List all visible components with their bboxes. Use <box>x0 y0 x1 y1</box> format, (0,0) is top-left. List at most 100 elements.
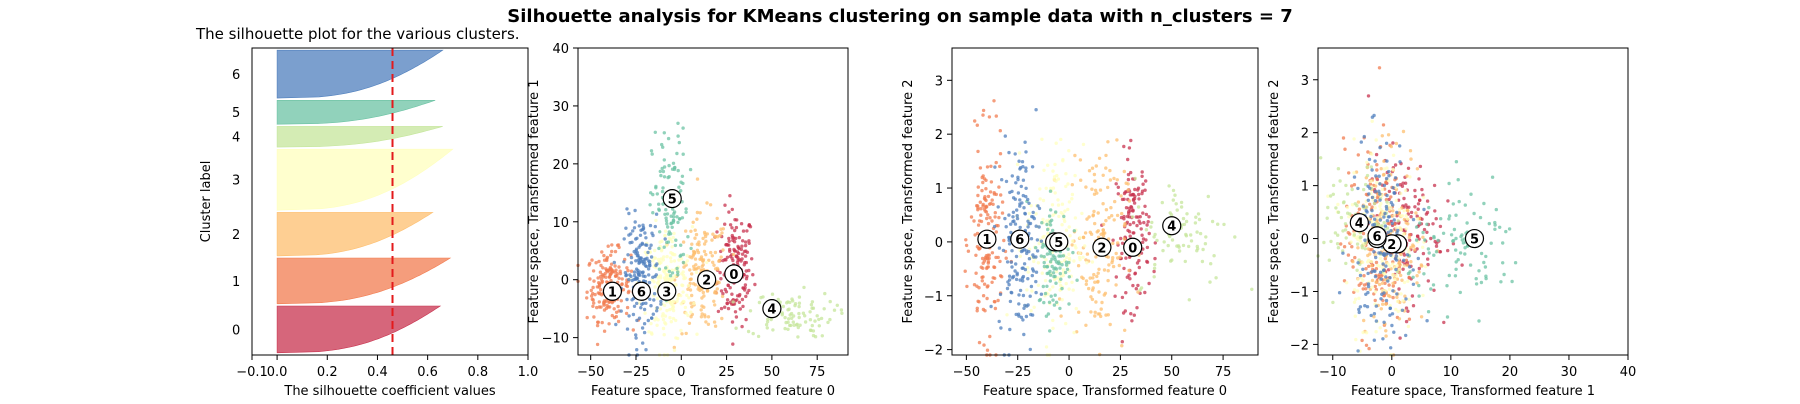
scatter-point <box>731 342 735 346</box>
scatter-point <box>1061 268 1066 272</box>
scatter-point <box>1502 272 1506 277</box>
scatter-point <box>625 266 629 270</box>
scatter-point <box>1108 168 1112 173</box>
scatter-point <box>808 310 812 314</box>
scatter-point <box>796 335 800 339</box>
scatter-point <box>1152 269 1156 274</box>
scatter-point <box>1415 217 1420 221</box>
scatter-point <box>974 271 978 275</box>
scatter-point <box>591 285 595 290</box>
scatter-point <box>1020 201 1024 205</box>
scatter-point <box>1010 291 1014 295</box>
scatter-point <box>1366 184 1370 188</box>
scatter-point <box>1392 218 1396 222</box>
scatter-point <box>659 249 664 253</box>
scatter-point <box>1344 183 1348 188</box>
scatter-point <box>828 317 832 322</box>
scatter-point <box>1030 313 1035 317</box>
scatter-point <box>681 152 685 156</box>
scatter-point <box>728 194 732 198</box>
scatter-point <box>679 243 683 247</box>
silhouette-cluster-label: 0 <box>232 323 240 338</box>
scatter-point <box>693 228 697 232</box>
scatter-point <box>1137 258 1141 263</box>
scatter-point <box>1336 246 1341 250</box>
scatter-point <box>978 166 983 170</box>
scatter-point <box>1050 264 1054 269</box>
scatter-point <box>1368 182 1373 186</box>
scatter-point <box>1043 291 1048 296</box>
scatter-point <box>1025 288 1029 292</box>
scatter-point <box>990 219 994 223</box>
scatter-point <box>744 294 748 299</box>
scatter-point <box>1373 290 1378 294</box>
scatter-point <box>1063 209 1067 213</box>
scatter-point <box>989 304 993 309</box>
scatter-point <box>657 202 661 206</box>
scatter-point <box>1092 192 1097 196</box>
scatter-point <box>1053 162 1057 167</box>
scatter-point <box>1404 333 1408 338</box>
scatter-point <box>1066 207 1070 212</box>
scatter-point <box>680 174 685 178</box>
scatter-point <box>1376 222 1380 227</box>
scatter-point <box>1393 257 1398 261</box>
scatter-point <box>1388 303 1392 308</box>
scatter-point <box>975 284 979 288</box>
scatter-point <box>1173 193 1177 197</box>
scatter-point <box>659 302 663 306</box>
scatter-point <box>1360 338 1364 343</box>
scatter-point <box>1391 203 1395 207</box>
scatter-point <box>631 328 635 332</box>
scatter-point <box>1409 210 1414 215</box>
scatter-point <box>1119 236 1123 241</box>
scatter-point <box>743 254 748 258</box>
scatter-point <box>1370 208 1374 213</box>
scatter-point <box>610 313 614 318</box>
scatter-point <box>1045 219 1049 223</box>
scatter-point <box>1394 307 1398 312</box>
scatter-point <box>1395 292 1399 296</box>
scatter-point <box>617 245 621 250</box>
scatter-point <box>1109 206 1113 210</box>
silhouette-cluster-2 <box>276 212 434 257</box>
scatter-point <box>1090 166 1095 170</box>
scatter-point <box>1374 267 1379 271</box>
scatter-point <box>815 314 819 318</box>
scatter-point <box>1385 166 1389 170</box>
scatter-point <box>733 310 738 314</box>
scatter-point <box>1126 177 1131 182</box>
scatter-point <box>1386 262 1390 266</box>
scatter-point <box>1018 278 1022 282</box>
scatter-point <box>988 190 993 194</box>
scatter-point <box>1002 238 1006 243</box>
scatter-point <box>662 245 666 249</box>
scatter-point <box>1425 319 1429 323</box>
scatter-point <box>1357 258 1361 262</box>
scatter-point <box>665 273 670 277</box>
scatter-point <box>826 320 830 325</box>
scatter-point <box>1093 314 1097 318</box>
cluster-center-marker <box>724 264 744 284</box>
scatter-point <box>803 314 807 318</box>
scatter-point <box>1030 267 1035 271</box>
scatter-point <box>648 203 652 207</box>
scatter-point <box>1425 222 1429 226</box>
scatter-point <box>1366 150 1370 154</box>
scatter-point <box>1051 285 1055 289</box>
scatter-point <box>1104 208 1109 212</box>
scatter-point <box>1122 217 1126 221</box>
scatter-point <box>783 315 787 320</box>
scatter-point <box>1418 164 1423 169</box>
scatter-point <box>1384 141 1389 145</box>
scatter-point <box>592 301 596 305</box>
x-tick-label: 30 <box>1561 365 1578 380</box>
scatter-point <box>1373 269 1377 273</box>
scatter-point <box>1382 268 1386 272</box>
scatter-point <box>1362 187 1366 192</box>
scatter-point <box>740 257 744 261</box>
scatter-point <box>1387 283 1391 287</box>
scatter-point <box>628 241 632 245</box>
scatter-point <box>728 286 732 290</box>
scatter-point <box>1101 173 1105 177</box>
